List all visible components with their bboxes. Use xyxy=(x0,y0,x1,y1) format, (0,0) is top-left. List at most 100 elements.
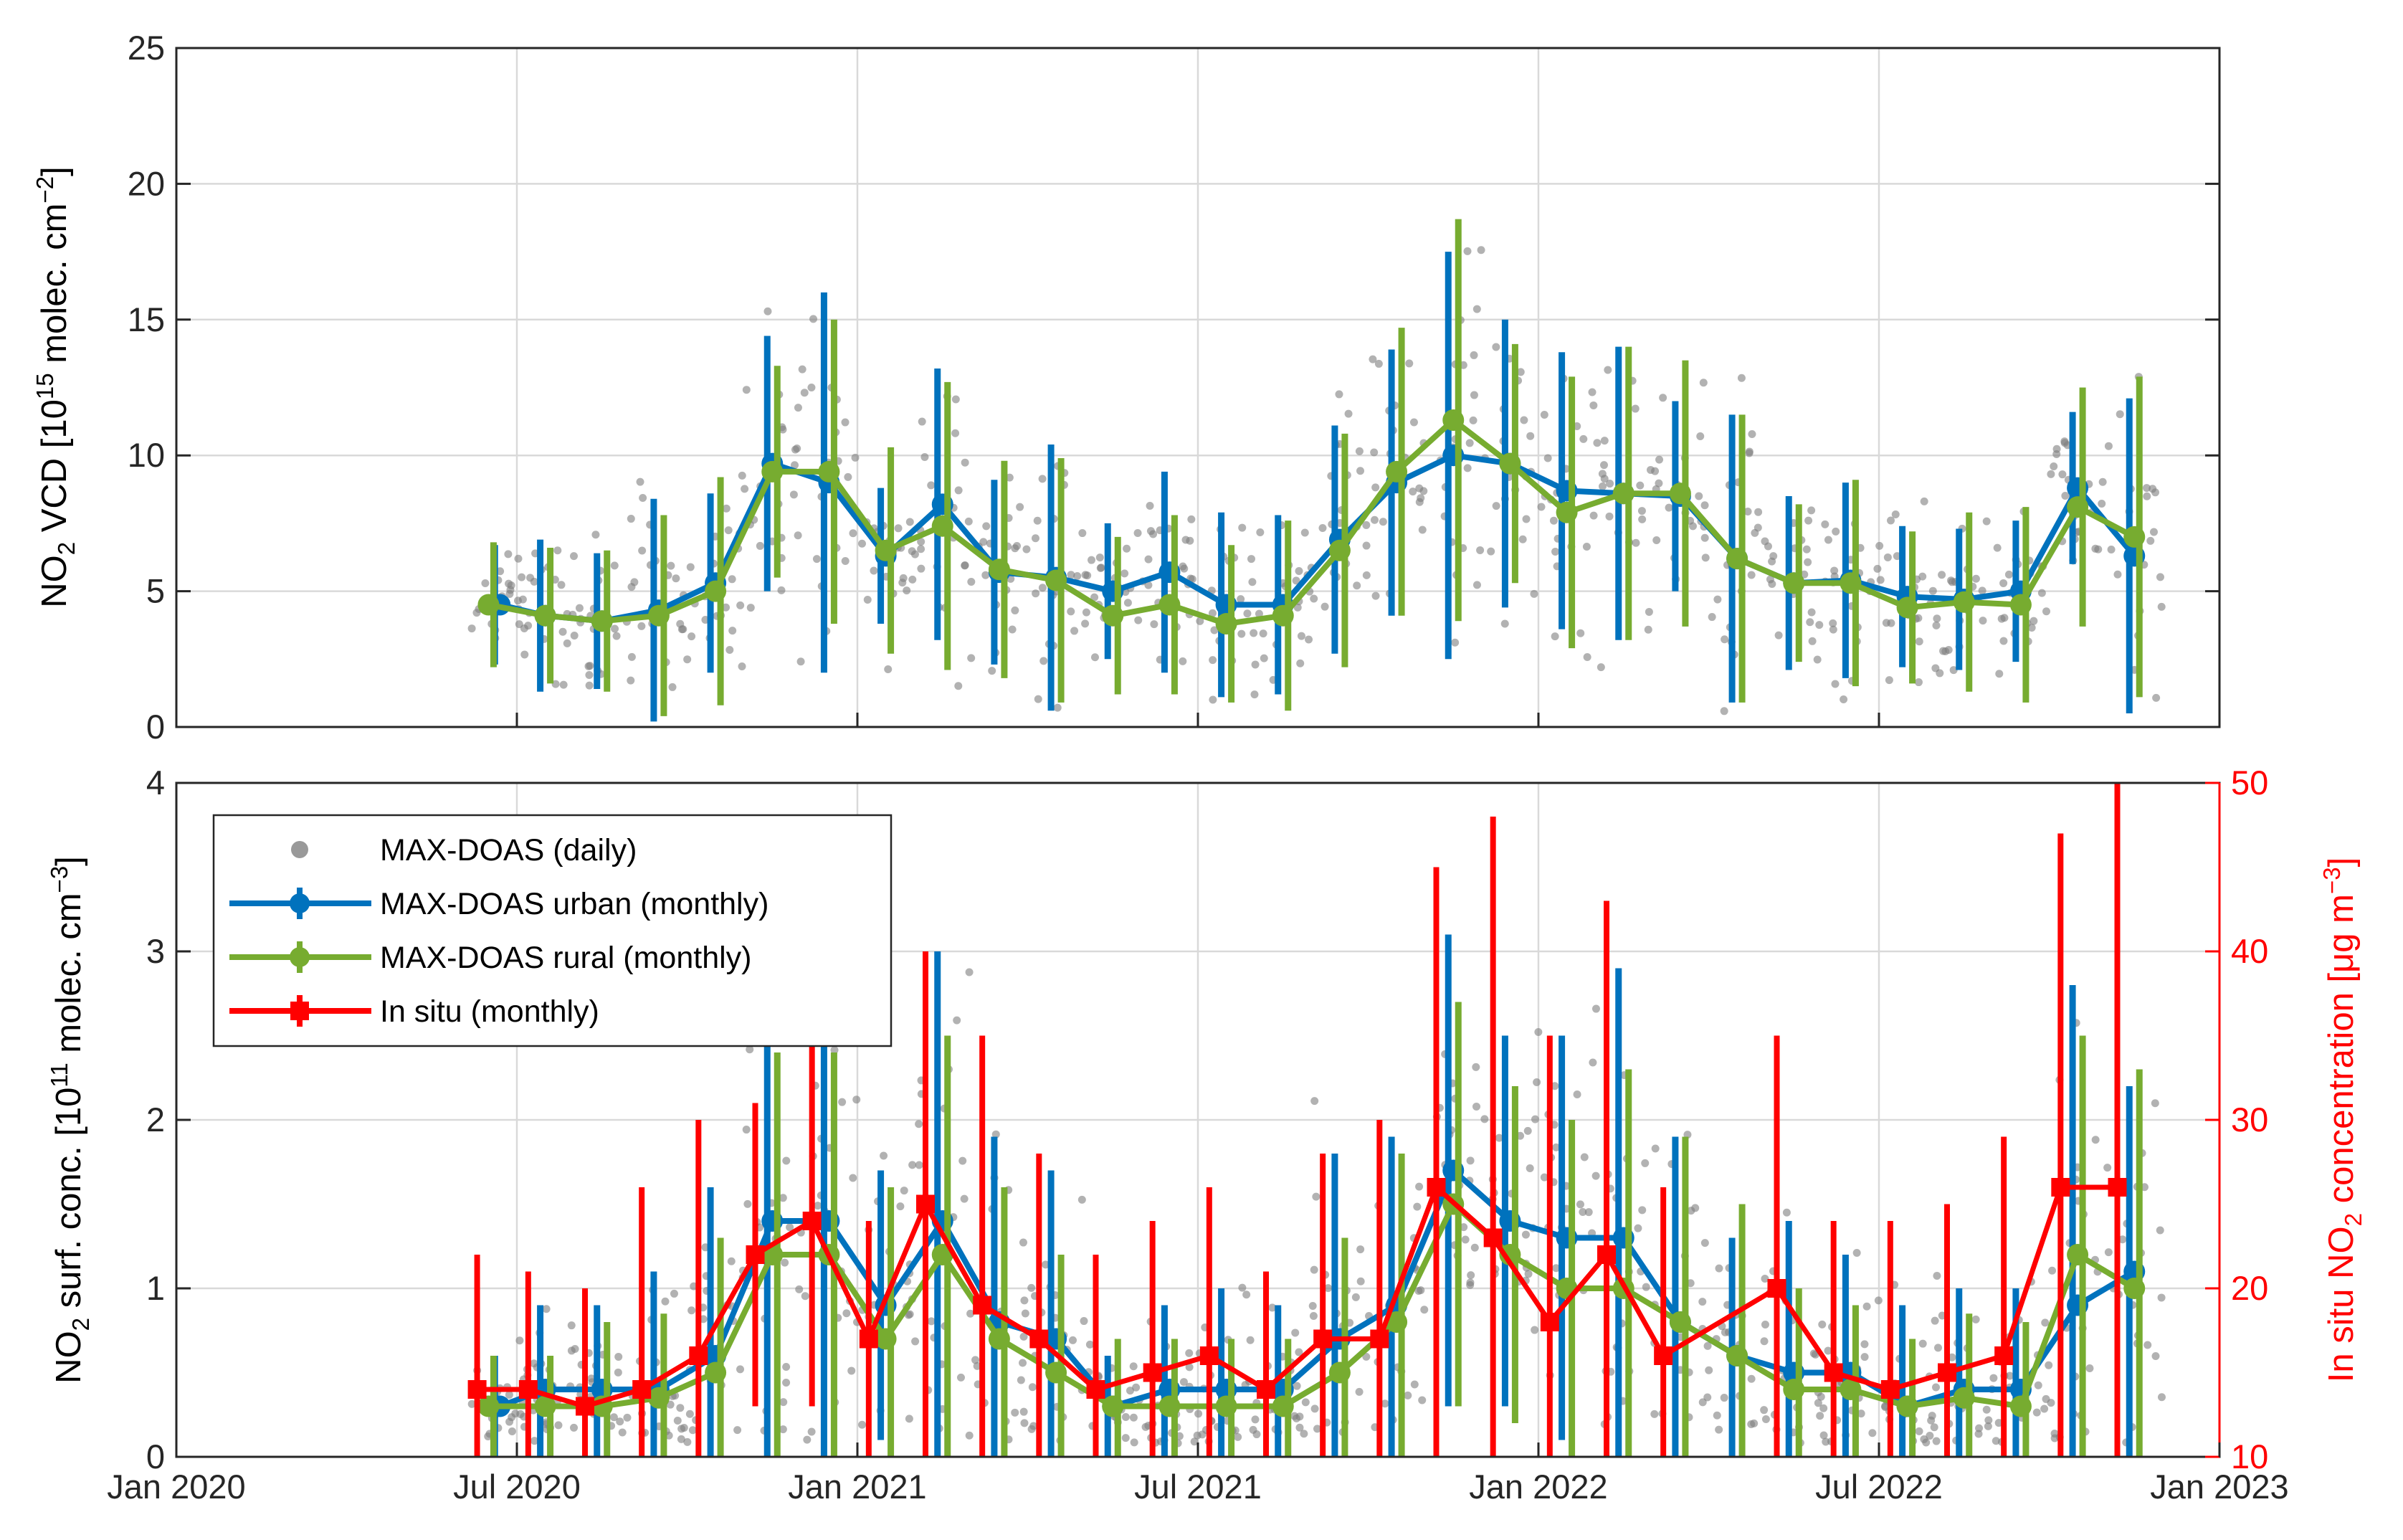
daily-point xyxy=(1819,1431,1828,1440)
daily-point xyxy=(1144,555,1153,564)
daily-point xyxy=(954,486,963,495)
y-axis-label-part: molec. cm xyxy=(49,893,88,1063)
daily-point xyxy=(1918,572,1927,581)
legend-item: MAX-DOAS (daily) xyxy=(291,833,637,868)
y-tick-label: 3 xyxy=(146,932,165,970)
daily-point xyxy=(1576,629,1585,637)
series-marker xyxy=(1669,483,1691,505)
daily-point xyxy=(627,515,635,523)
daily-point xyxy=(1053,703,1062,712)
daily-point xyxy=(1893,552,1901,561)
daily-point xyxy=(1936,669,1944,678)
daily-point xyxy=(554,1421,563,1430)
series-marker xyxy=(477,1395,500,1417)
daily-point xyxy=(2041,1318,2050,1327)
daily-point xyxy=(756,541,764,550)
daily-point xyxy=(1305,635,1313,644)
series-marker xyxy=(1499,1244,1521,1265)
daily-point xyxy=(858,1420,867,1429)
daily-point xyxy=(1033,516,1042,525)
series-marker xyxy=(2108,1178,2127,1197)
daily-point xyxy=(1417,494,1425,503)
daily-point xyxy=(1371,591,1380,600)
y-axis-label-part: ] xyxy=(49,856,88,866)
daily-point xyxy=(1584,1208,1593,1217)
daily-point xyxy=(1524,1270,1533,1278)
daily-point xyxy=(1129,1413,1138,1422)
daily-point xyxy=(1301,1398,1310,1407)
daily-point xyxy=(2104,442,2113,450)
daily-point xyxy=(1237,629,1246,638)
daily-point xyxy=(1149,530,1158,538)
daily-point xyxy=(1141,1422,1150,1431)
daily-point xyxy=(1715,1264,1723,1273)
series-marker xyxy=(1328,539,1351,561)
daily-point xyxy=(1531,1326,1539,1334)
daily-point xyxy=(1295,1423,1304,1432)
daily-point xyxy=(1655,455,1664,464)
series-marker xyxy=(988,1328,1010,1350)
daily-point xyxy=(722,504,731,513)
series-marker xyxy=(1272,604,1294,627)
daily-point xyxy=(1540,1173,1548,1182)
series-marker xyxy=(467,1380,487,1399)
daily-point xyxy=(1020,1296,1029,1305)
y-axis-label-part: VCD [10 xyxy=(35,399,74,542)
daily-point xyxy=(1005,473,1014,482)
daily-point xyxy=(677,625,686,634)
daily-point xyxy=(1523,1126,1532,1135)
daily-point xyxy=(746,604,755,612)
daily-point xyxy=(1683,1131,1692,1139)
daily-point xyxy=(1551,547,1560,556)
daily-point xyxy=(1300,528,1309,537)
daily-point xyxy=(1082,608,1090,617)
x-tick-label: Jul 2022 xyxy=(1815,1468,1943,1506)
daily-point xyxy=(1292,1414,1300,1422)
daily-point xyxy=(899,574,908,582)
daily-point xyxy=(1876,576,1885,584)
daily-point xyxy=(676,1404,685,1412)
daily-point xyxy=(849,529,857,538)
series-marker xyxy=(2067,496,2089,518)
daily-point xyxy=(2037,589,2046,597)
series-marker xyxy=(1880,1380,1900,1399)
daily-point xyxy=(1318,523,1327,532)
daily-point xyxy=(1530,589,1538,598)
daily-point xyxy=(927,1317,936,1326)
daily-point xyxy=(1477,246,1485,255)
daily-point xyxy=(801,1292,809,1301)
daily-point xyxy=(1814,1399,1822,1407)
y2-axis-label-part: In situ NO xyxy=(2322,1226,2361,1382)
daily-point xyxy=(1418,1396,1427,1404)
legend-marker xyxy=(290,893,310,913)
series-marker xyxy=(534,604,556,627)
daily-point xyxy=(917,538,925,546)
daily-point xyxy=(1370,515,1379,524)
daily-point xyxy=(1868,1429,1877,1437)
daily-point xyxy=(686,563,695,571)
daily-point xyxy=(1198,1430,1207,1439)
daily-point xyxy=(863,595,872,604)
daily-point xyxy=(1599,482,1607,490)
daily-point xyxy=(722,603,731,612)
daily-point xyxy=(1362,521,1371,529)
daily-point xyxy=(1374,359,1383,368)
daily-point xyxy=(639,494,647,503)
series-marker xyxy=(1143,1363,1162,1382)
daily-point xyxy=(1804,516,1813,525)
daily-point xyxy=(570,552,579,561)
daily-point xyxy=(507,581,515,590)
daily-point xyxy=(1295,567,1303,576)
daily-point xyxy=(2157,1293,2166,1302)
daily-point xyxy=(1522,515,1531,523)
daily-point xyxy=(1126,1387,1134,1395)
daily-point xyxy=(1068,1336,1077,1344)
daily-point xyxy=(1179,657,1187,665)
daily-point xyxy=(1698,1398,1707,1407)
series-marker xyxy=(1313,1329,1333,1349)
series-max-doas-rural-monthly- xyxy=(477,1002,2146,1457)
daily-point xyxy=(505,1390,513,1399)
daily-point xyxy=(1766,575,1774,584)
daily-point xyxy=(699,1315,708,1323)
daily-point xyxy=(687,1306,696,1315)
